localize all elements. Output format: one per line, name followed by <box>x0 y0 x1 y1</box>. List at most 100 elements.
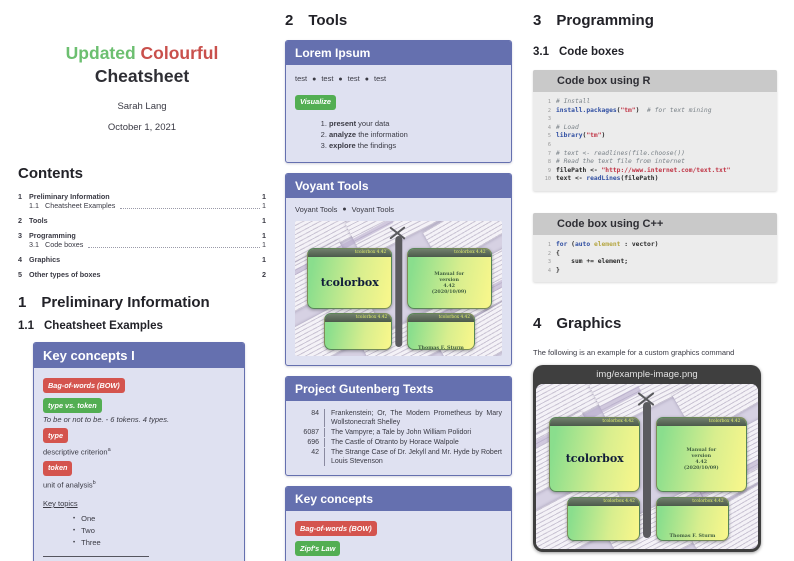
contents-heading: Contents <box>18 165 83 182</box>
r-code-body: 1 # Install 2 install.packages("tm") # for … <box>533 92 777 191</box>
toc-entry[interactable]: 1.1 Cheatsheet Examples 1 <box>29 201 266 210</box>
wing-header-label: tcolorbox 4.42 <box>407 313 474 322</box>
badge-visualize: Visualize <box>295 94 336 110</box>
steps-list: present your dataanalyze the information… <box>295 118 502 151</box>
column-middle: 2 Tools Lorem Ipsum test ● test ● test ● test … <box>285 0 512 561</box>
code-line: 2{ <box>547 249 560 257</box>
badge-type: type <box>43 428 69 443</box>
bullet-icon: ● <box>342 206 347 213</box>
key-topics-list: OneTwoThree <box>43 513 235 549</box>
topic-item: Two <box>73 525 235 537</box>
inline-item: test <box>321 74 334 83</box>
topic-item: One <box>73 513 235 525</box>
bullet-icon: ● <box>338 75 343 83</box>
gutenberg-entry: 6087 The Vampyre; a Tale by John William … <box>295 428 502 437</box>
toc-entry[interactable]: 5 Other types of boxes 2 <box>18 270 266 279</box>
cpp-code-body: 1 for (auto element : vector) 2{3 sum += e… <box>533 235 777 282</box>
graphics-intro-text: The following is an example for a custom… <box>533 348 735 358</box>
inline-item: Voyant Tools <box>295 204 338 214</box>
title-word-updated: Updated <box>65 43 136 63</box>
lorem-ipsum-title: Lorem Ipsum <box>286 41 511 65</box>
inline-item: Voyant Tools <box>351 204 395 214</box>
tcolorbox-wing: tcolorbox 4.42 tcolorbox <box>549 417 641 492</box>
footnote-rule <box>43 556 149 557</box>
code-line: 3 <box>547 116 551 123</box>
doc-title: Updated Colourful Cheatsheet <box>18 42 266 88</box>
example-image: tcolorbox 4.42 tcolorbox tcolorbox 4.42 Man… <box>536 384 758 550</box>
step-item: explore the findings <box>329 140 502 151</box>
wing-header-label: tcolorbox 4.42 <box>407 249 491 257</box>
title-block: Updated Colourful Cheatsheet Sarah Lang … <box>18 42 266 133</box>
lorem-ipsum-body: test ● test ● test ● test Visualize present yo… <box>286 65 511 162</box>
section-1-heading: 1 Preliminary Information <box>18 294 266 311</box>
tcolorbox-empty-wing <box>325 322 391 349</box>
gutenberg-entry: 84 Frankenstein; Or, The Modern Prometheu… <box>295 409 502 427</box>
tcolorbox-wing: tcolorbox 4.42 Thomas F. Sturm <box>406 312 475 350</box>
toc-entry[interactable]: 3 Programming 1 <box>18 231 266 240</box>
type-vs-token-desc: To be or not to be. - 6 tokens. 4 types. <box>43 415 170 424</box>
title-word-colourful: Colourful <box>140 43 219 63</box>
tcolorbox-wing: tcolorbox 4.42 Thomas F. Sturm <box>655 496 729 542</box>
column-left: Updated Colourful Cheatsheet Sarah Lang … <box>18 0 266 561</box>
section-1-title: Preliminary Information <box>41 294 210 311</box>
wing-header-label: tcolorbox 4.42 <box>656 497 728 506</box>
wing-header-label: tcolorbox 4.42 <box>308 249 392 257</box>
key-concepts-1-body: Bag-of-words (BOW) type vs. token To be … <box>34 368 244 561</box>
wing-header-label: tcolorbox 4.42 <box>656 418 746 427</box>
cpp-code-title: Code box using C++ <box>533 212 777 235</box>
tcolorbox-manual-label: Manual for version 4.42 (2020/10/09) <box>431 270 467 295</box>
step-item: present your data <box>329 118 502 129</box>
tcolorbox-author-label: Thomas F. Sturm <box>417 345 464 350</box>
cpp-code-box: Code box using C++ 1 for (auto element : … <box>533 212 777 283</box>
toc-entry[interactable]: 1 Preliminary Information 1 <box>18 192 266 201</box>
section-3-title: Programming <box>556 12 654 29</box>
tcolorbox-wing: tcolorbox 4.42 <box>567 496 641 542</box>
code-line: 1 # Install <box>547 98 591 105</box>
step-item: analyze the information <box>329 129 502 140</box>
bullet-icon: ● <box>312 75 317 83</box>
author: Sarah Lang <box>117 101 167 112</box>
code-line: 8 # Read the text file from internet <box>547 158 685 166</box>
key-concepts-2-box: Key concepts Bag-of-words (BOW) Zipf's L… <box>285 486 512 561</box>
toc-entry[interactable]: 2 Tools 1 <box>18 216 266 225</box>
example-image-caption: img/example-image.png <box>596 369 698 381</box>
gutenberg-title: Project Gutenberg Texts <box>286 377 511 401</box>
key-concepts-1-title: Key concepts I <box>34 343 244 368</box>
badge-bag-of-words-2: Bag-of-words (BOW) <box>295 521 377 536</box>
badge-zipfs-law: Zipf's Law <box>295 541 341 556</box>
code-line: 9 filePath <- "http://www.internet.com/te… <box>547 166 731 174</box>
section-4-heading: 4 Graphics <box>533 315 785 332</box>
tcolorbox-wing: tcolorbox 4.42 Manual for version 4.42 (2020… <box>655 417 747 492</box>
lorem-ipsum-box: Lorem Ipsum test ● test ● test ● test Visualiz… <box>285 40 512 163</box>
code-line: 1 for (auto element : vector) <box>547 240 659 248</box>
code-line: 3 sum += element; <box>547 258 629 266</box>
code-line: 10 text <- readLines (filePath) <box>544 175 659 183</box>
example-image-frame: img/example-image.png tcolorbox 4.42 tcol… <box>533 365 761 553</box>
token-desc: unit of analysisb <box>43 479 96 490</box>
tcolorbox-main-label: tcolorbox <box>320 275 379 289</box>
voyant-tools-body: Voyant Tools ● Voyant Tools tcolorbox 4.42… <box>286 198 511 366</box>
tcolorbox-wing: tcolorbox 4.42 Manual for version 4.42 (2020… <box>406 248 492 310</box>
column-right: 3 Programming 3.1 Code boxes Code box us… <box>533 0 785 553</box>
section-4-number: 4 <box>533 315 542 333</box>
r-code-box: Code box using R 1 # Install 2 install.pack… <box>533 70 777 191</box>
toc-entry[interactable]: 4 Graphics 1 <box>18 255 266 264</box>
section-3-1-title: Code boxes <box>559 46 625 58</box>
tcolorbox-manual-label: Manual for version 4.42 (2020/10/09) <box>683 446 719 471</box>
section-3-heading: 3 Programming <box>533 12 785 29</box>
wing-header-label: tcolorbox 4.42 <box>550 418 640 427</box>
footnote-mark-b: b <box>92 479 96 486</box>
inline-item: test <box>295 74 308 83</box>
section-3-number: 3 <box>533 12 542 29</box>
toc-entry[interactable]: 3.1 Code boxes 1 <box>29 240 266 249</box>
gutenberg-entry: 42 The Strange Case of Dr. Jekyll and Mr.… <box>295 448 502 466</box>
gutenberg-body: 84 Frankenstein; Or, The Modern Prometheu… <box>286 401 511 475</box>
butterfly-body <box>643 402 651 538</box>
voyant-screenshot-image: tcolorbox 4.42 tcolorbox tcolorbox 4.42 Man… <box>295 221 502 356</box>
code-line: 2 install.packages("tm") # for text minin… <box>547 106 712 114</box>
section-1-1-title: Cheatsheet Examples <box>44 320 163 332</box>
topic-item: Three <box>73 537 235 549</box>
bullet-icon: ● <box>364 75 369 83</box>
key-concepts-2-title: Key concepts <box>286 487 511 511</box>
voyant-tools-box: Voyant Tools Voyant Tools ● Voyant Tools t… <box>285 172 512 366</box>
